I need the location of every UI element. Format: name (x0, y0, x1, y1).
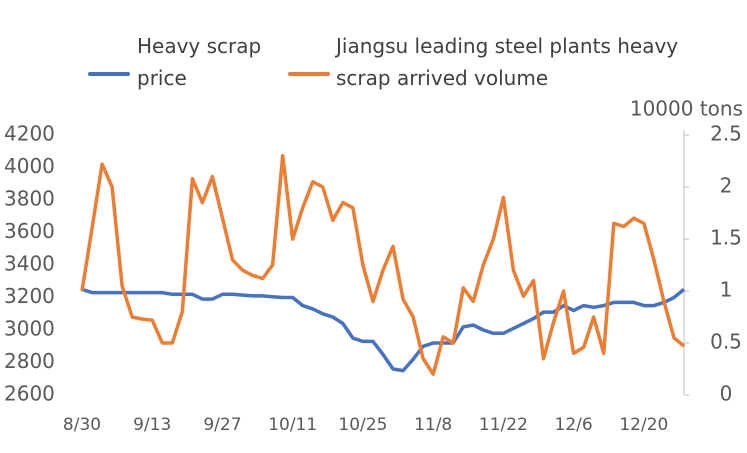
y2-tick-label: 0 (720, 382, 733, 406)
x-tick-label: 10/25 (338, 415, 387, 435)
x-tick-label: 10/11 (268, 415, 317, 435)
x-tick-label: 11/8 (414, 415, 452, 435)
y-tick-label: 3600 (4, 219, 55, 243)
y2-tick-label: 0.5 (710, 330, 742, 354)
x-tick-label: 8/30 (63, 415, 101, 435)
y2-tick-label: 2 (720, 174, 733, 198)
series-line (80, 154, 686, 376)
y-tick-label: 3200 (4, 284, 55, 308)
y-tick-label: 3800 (4, 187, 55, 211)
x-tick-label: 11/22 (479, 415, 528, 435)
y2-tick-label: 1 (720, 278, 733, 302)
x-tick-label: 9/27 (203, 415, 241, 435)
y2-tick-label: 2.5 (710, 122, 742, 146)
legend-swatch (288, 72, 330, 76)
legend-swatch (88, 72, 130, 76)
y-tick-label: 3000 (4, 317, 55, 341)
x-tick-label: 12/6 (555, 415, 593, 435)
legend-label: Jiangsu leading steel plants heavy scrap… (336, 34, 679, 90)
y-tick-label: 3400 (4, 252, 55, 276)
y-tick-label: 4000 (4, 154, 55, 178)
y2-tick-label: 1.5 (710, 226, 742, 250)
x-tick-label: 12/20 (619, 415, 668, 435)
legend-label: Heavy scrap price (137, 34, 262, 90)
y-tick-label: 2800 (4, 349, 55, 373)
series-line (81, 287, 686, 373)
x-tick-label: 9/13 (133, 415, 171, 435)
y-tick-label: 2600 (4, 382, 55, 406)
y-tick-label: 4200 (4, 122, 55, 146)
y2-axis-label: 10000 tons (630, 97, 743, 121)
